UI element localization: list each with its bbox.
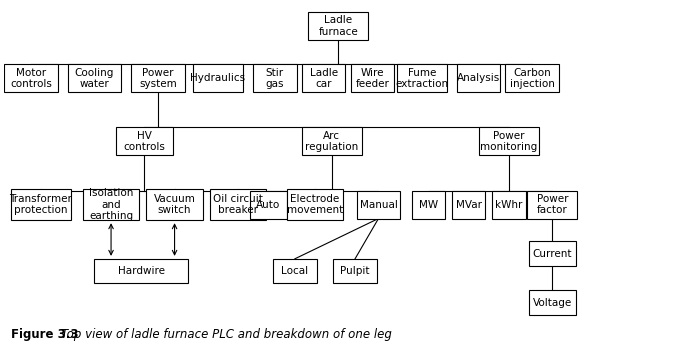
FancyBboxPatch shape	[350, 65, 394, 92]
FancyBboxPatch shape	[193, 65, 243, 92]
Text: Hydraulics: Hydraulics	[191, 73, 245, 83]
FancyBboxPatch shape	[529, 241, 576, 266]
Text: Figure 3.3: Figure 3.3	[11, 328, 78, 341]
Text: Vacuum
switch: Vacuum switch	[154, 194, 195, 215]
FancyBboxPatch shape	[452, 191, 485, 219]
FancyBboxPatch shape	[397, 65, 447, 92]
Text: Hardwire: Hardwire	[118, 266, 164, 276]
Text: Ladle
car: Ladle car	[309, 68, 338, 89]
Text: Isolation
and
earthing: Isolation and earthing	[89, 188, 133, 221]
Text: Oil circuit
breaker: Oil circuit breaker	[213, 194, 263, 215]
FancyBboxPatch shape	[492, 191, 526, 219]
Text: Ladle
furnace: Ladle furnace	[319, 15, 358, 37]
Text: Electrode
movement: Electrode movement	[287, 194, 343, 215]
Text: Power
monitoring: Power monitoring	[480, 131, 537, 152]
FancyBboxPatch shape	[527, 191, 578, 219]
Text: Stir
gas: Stir gas	[266, 68, 284, 89]
FancyBboxPatch shape	[301, 127, 362, 155]
FancyBboxPatch shape	[479, 127, 539, 155]
FancyBboxPatch shape	[334, 259, 377, 283]
Text: Top view of ladle furnace PLC and breakdown of one leg: Top view of ladle furnace PLC and breakd…	[61, 328, 392, 341]
Text: Power
factor: Power factor	[537, 194, 568, 215]
Text: Voltage: Voltage	[532, 298, 572, 307]
FancyBboxPatch shape	[131, 65, 185, 92]
Text: Motor
controls: Motor controls	[10, 68, 52, 89]
FancyBboxPatch shape	[116, 127, 173, 155]
Text: Wire
feeder: Wire feeder	[355, 68, 390, 89]
Text: Local: Local	[281, 266, 309, 276]
FancyBboxPatch shape	[506, 65, 559, 92]
Text: Auto: Auto	[256, 199, 280, 210]
FancyBboxPatch shape	[250, 191, 286, 219]
Text: Pulpit: Pulpit	[340, 266, 370, 276]
FancyBboxPatch shape	[253, 65, 297, 92]
FancyBboxPatch shape	[11, 189, 71, 220]
FancyBboxPatch shape	[273, 259, 317, 283]
FancyBboxPatch shape	[67, 65, 121, 92]
Text: HV
controls: HV controls	[123, 131, 165, 152]
FancyBboxPatch shape	[302, 65, 345, 92]
Text: Cooling
water: Cooling water	[75, 68, 114, 89]
Text: MVar: MVar	[456, 199, 482, 210]
Text: Manual: Manual	[359, 199, 398, 210]
FancyBboxPatch shape	[457, 65, 501, 92]
FancyBboxPatch shape	[308, 12, 369, 40]
Text: Carbon
injection: Carbon injection	[510, 68, 555, 89]
Text: Transformer
protection: Transformer protection	[9, 194, 72, 215]
Text: Current: Current	[532, 249, 572, 258]
Text: kWhr: kWhr	[495, 199, 522, 210]
Text: MW: MW	[419, 199, 438, 210]
FancyBboxPatch shape	[146, 189, 203, 220]
Text: Analysis: Analysis	[457, 73, 500, 83]
FancyBboxPatch shape	[286, 189, 343, 220]
FancyBboxPatch shape	[94, 259, 188, 283]
FancyBboxPatch shape	[529, 290, 576, 315]
Text: Power
system: Power system	[139, 68, 177, 89]
FancyBboxPatch shape	[4, 65, 57, 92]
FancyBboxPatch shape	[210, 189, 266, 220]
Text: Arc
regulation: Arc regulation	[305, 131, 359, 152]
FancyBboxPatch shape	[83, 189, 140, 220]
FancyBboxPatch shape	[412, 191, 446, 219]
Text: Fume
extraction: Fume extraction	[396, 68, 448, 89]
FancyBboxPatch shape	[357, 191, 400, 219]
